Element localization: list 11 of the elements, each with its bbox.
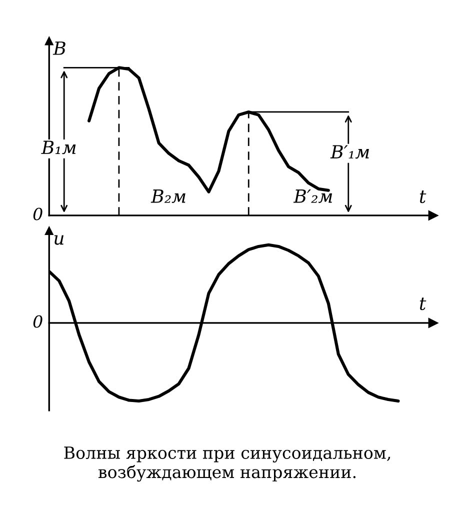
annotation: B₂м — [150, 190, 186, 203]
x-axis-title: t — [420, 190, 426, 204]
text: 0 — [33, 208, 42, 220]
y-axis-title: B — [52, 42, 66, 55]
annotation: B′₂м — [293, 190, 332, 203]
x-axis-title: t — [420, 298, 426, 310]
annotation: B′₁м — [330, 145, 369, 159]
text: Волны яркости при синусоидальном, возбуждающем напряжении. — [64, 446, 390, 482]
annotation: B₁м — [41, 140, 76, 154]
y-axis-title: u — [54, 235, 64, 245]
text: 0 — [33, 315, 42, 328]
